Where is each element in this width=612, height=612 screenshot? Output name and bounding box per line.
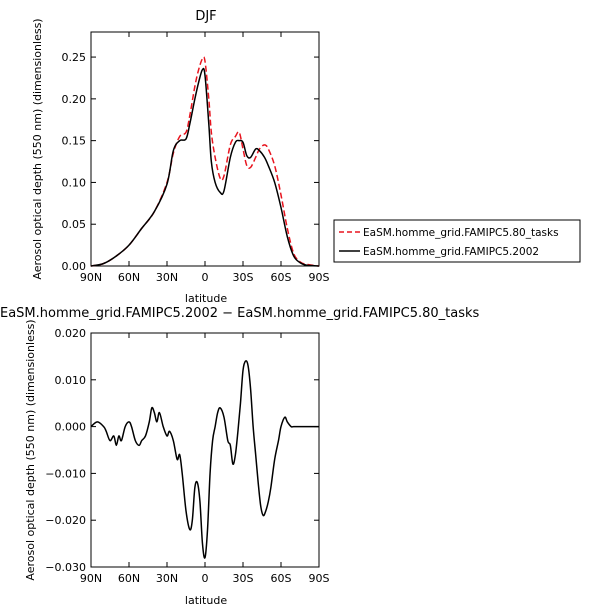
y-tick-label: −0.010 xyxy=(45,467,86,480)
y-tick-label: 0.05 xyxy=(62,218,87,231)
bottom-panel: EaSM.homme_grid.FAMIPC5.2002 − EaSM.homm… xyxy=(0,306,480,607)
bottom-x-axis-label: latitude xyxy=(185,594,227,607)
y-tick-label: 0.25 xyxy=(62,51,87,64)
y-tick-label: 0.000 xyxy=(55,421,87,434)
legend-box xyxy=(333,219,581,263)
x-tick-label: 90N xyxy=(80,271,102,284)
series-line-2002 xyxy=(90,67,320,267)
y-tick-label: −0.020 xyxy=(45,514,86,527)
top-panel: DJF 90N 60N 30N 0 30S 60S 90S 0.00 0.05 0.10 0.15… xyxy=(31,9,330,305)
top-x-axis-label: latitude xyxy=(185,292,227,305)
x-tick-label: 90N xyxy=(80,572,102,585)
bottom-chart-title: EaSM.homme_grid.FAMIPC5.2002 − EaSM.homm… xyxy=(0,306,480,321)
y-tick-label: 0.020 xyxy=(55,327,87,340)
y-tick-label: 0.15 xyxy=(62,135,87,148)
x-tick-label: 60S xyxy=(271,271,292,284)
x-tick-label: 30S xyxy=(233,271,254,284)
series-line-difference xyxy=(90,360,319,559)
x-tick-label: 0 xyxy=(202,271,209,284)
series-line-80-tasks xyxy=(90,56,320,267)
x-tick-label: 30S xyxy=(233,572,254,585)
x-tick-label: 0 xyxy=(202,572,209,585)
legend-label-2002: EaSM.homme_grid.FAMIPC5.2002 xyxy=(363,246,539,258)
x-tick-label: 30N xyxy=(156,572,178,585)
legend-label-80-tasks: EaSM.homme_grid.FAMIPC5.80_tasks xyxy=(363,227,559,239)
bottom-plot-frame xyxy=(90,332,320,568)
x-tick-label: 60N xyxy=(118,271,140,284)
y-tick-label: 0.20 xyxy=(62,93,87,106)
y-tick-label: −0.030 xyxy=(45,561,86,574)
x-tick-label: 60N xyxy=(118,572,140,585)
x-tick-label: 30N xyxy=(156,271,178,284)
y-tick-label: 0.10 xyxy=(62,176,87,189)
x-tick-label: 90S xyxy=(309,572,330,585)
bottom-y-axis-label: Aerosol optical depth (550 nm) (dimensio… xyxy=(24,319,37,580)
x-tick-label: 90S xyxy=(309,271,330,284)
top-chart-title: DJF xyxy=(195,9,216,24)
x-tick-label: 60S xyxy=(271,572,292,585)
y-tick-label: 0.00 xyxy=(62,260,87,273)
y-tick-label: 0.010 xyxy=(55,374,87,387)
legend: EaSM.homme_grid.FAMIPC5.80_tasks EaSM.ho… xyxy=(333,219,581,263)
top-y-axis-label: Aerosol optical depth (550 nm) (dimensio… xyxy=(31,18,44,279)
